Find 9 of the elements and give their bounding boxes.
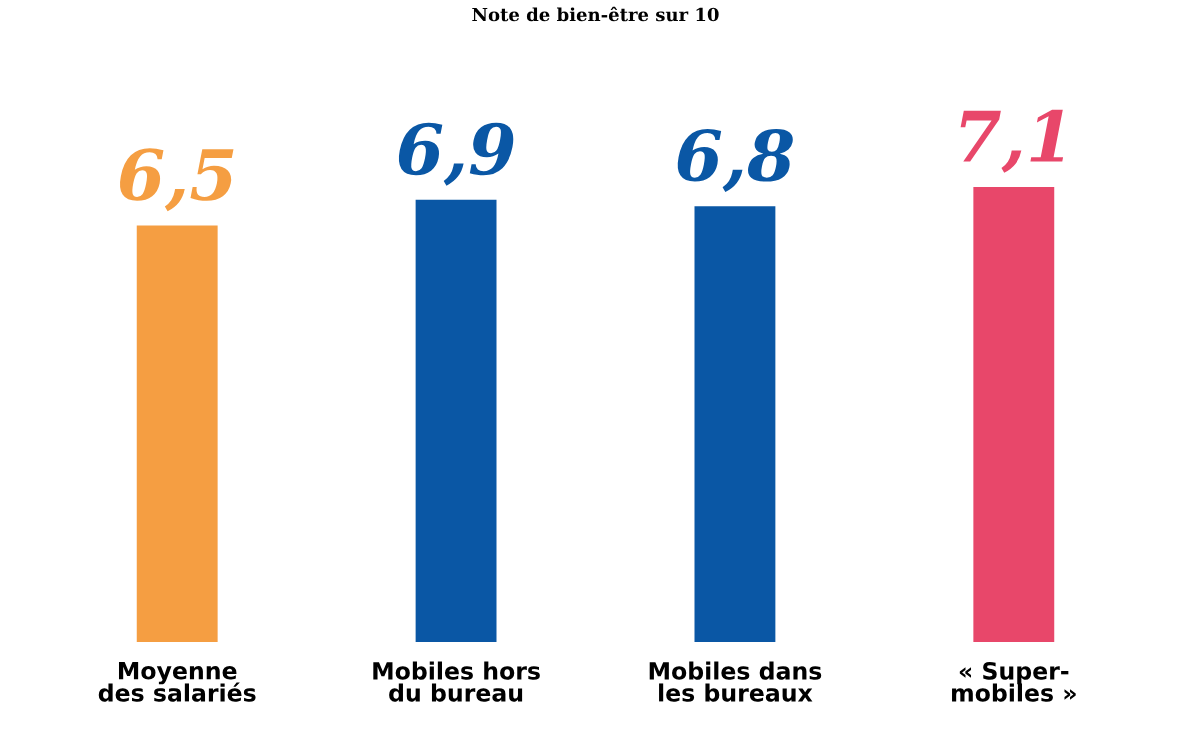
x-tick-label: Mobiles hors du bureau	[373, 661, 540, 702]
data-label: 7,1	[960, 109, 1064, 173]
x-tick-label: Mobiles dans les bureaux	[649, 661, 822, 702]
data-label: 6,5	[119, 148, 234, 212]
data-label: 6,8	[677, 129, 793, 193]
data-label: 6,9	[398, 122, 514, 186]
chart-title: Note de bien-être sur 10	[472, 6, 719, 22]
x-tick-label: « Super- mobiles »	[952, 661, 1076, 702]
x-tick-label: Moyenne des salariés	[98, 662, 256, 702]
